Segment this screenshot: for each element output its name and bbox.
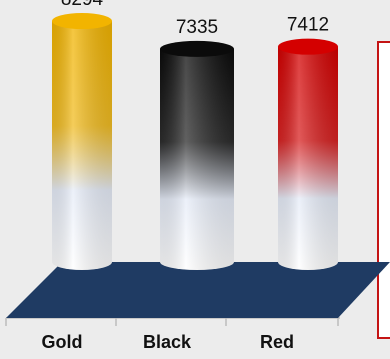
category-label-red: Red — [260, 332, 294, 352]
bar-gold — [52, 13, 112, 271]
category-label-gold: Gold — [42, 332, 83, 352]
bar-shading — [52, 21, 112, 271]
bar-cap — [160, 40, 234, 57]
data-label-black: 7335 — [176, 17, 218, 38]
data-labels: 8294 7335 7412 — [61, 0, 329, 38]
bar-cap — [278, 38, 338, 55]
bar-cap — [52, 13, 112, 30]
category-label-black: Black — [143, 332, 192, 352]
bar-shading — [278, 46, 338, 271]
bar-black — [160, 40, 234, 271]
bar-red — [278, 38, 338, 271]
legend-box — [377, 41, 390, 339]
bar-shading — [160, 48, 234, 271]
category-labels: Gold Black Red — [42, 332, 295, 352]
data-label-gold: 8294 — [61, 0, 104, 10]
chart-floor — [6, 262, 390, 318]
data-label-red: 7412 — [287, 15, 329, 36]
bar-series — [52, 13, 338, 271]
